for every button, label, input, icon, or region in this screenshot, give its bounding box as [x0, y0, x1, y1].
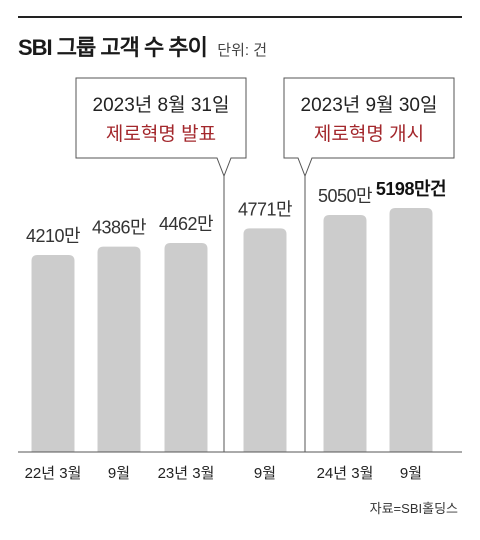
chart-title: SBI 그룹 고객 수 추이	[18, 35, 208, 60]
annotation-2-callout	[283, 77, 455, 178]
category-label-5: 9월	[400, 465, 422, 482]
bar-0	[31, 255, 75, 452]
bar-2	[164, 243, 208, 452]
bar-3	[243, 228, 287, 452]
annotation-2-event: 제로혁명 개시	[314, 123, 424, 145]
unit-label: 단위: 건	[217, 42, 268, 59]
bar-5	[389, 208, 433, 452]
category-label-2: 23년 3월	[158, 465, 215, 482]
bar-value-label-1: 4386만	[92, 218, 146, 238]
category-label-1: 9월	[108, 465, 130, 482]
bar-value-label-4: 5050만	[318, 186, 372, 206]
bar-value-label-0: 4210만	[26, 226, 80, 246]
annotation-1-callout	[75, 77, 247, 178]
category-label-4: 24년 3월	[317, 465, 374, 482]
category-label-0: 22년 3월	[25, 465, 82, 482]
annotation-1-date: 2023년 8월 31일	[93, 94, 230, 116]
bar-value-label-2: 4462만	[159, 214, 213, 234]
bar-value-label-3: 4771만	[238, 199, 292, 219]
bar-value-label-5: 5198만건	[376, 179, 446, 199]
bar-4	[323, 215, 367, 452]
annotation-2-date: 2023년 9월 30일	[301, 94, 438, 116]
chart-header: SBI 그룹 고객 수 추이 단위: 건	[18, 30, 267, 62]
source-note: 자료=SBI홀딩스	[369, 501, 458, 516]
bar-1	[97, 246, 141, 452]
annotation-1-event: 제로혁명 발표	[106, 123, 216, 145]
category-label-3: 9월	[254, 465, 276, 482]
top-rule	[18, 16, 462, 18]
